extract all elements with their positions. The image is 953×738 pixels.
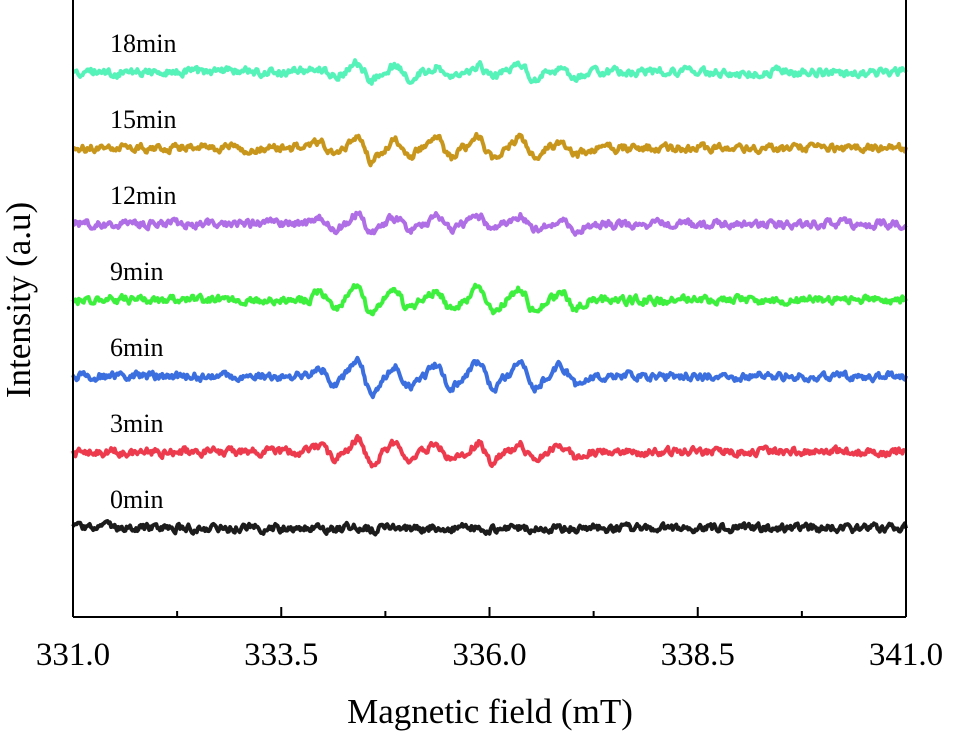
series-label-12min: 12min — [110, 181, 176, 210]
x-tick-label: 336.0 — [452, 637, 526, 673]
series-label-15min: 15min — [110, 105, 176, 134]
series-label-6min: 6min — [110, 333, 163, 362]
series-line-18min — [71, 58, 908, 86]
x-tick-label: 333.5 — [244, 637, 318, 673]
series-label-3min: 3min — [110, 409, 163, 438]
series-labels: 0min 3min 6min 9min 12min 15min 18min — [110, 29, 176, 514]
series-traces — [71, 58, 908, 537]
x-tick-label: 341.0 — [869, 637, 943, 673]
x-tick-label: 331.0 — [36, 637, 110, 673]
series-label-0min: 0min — [110, 485, 163, 514]
series-line-6min — [71, 355, 908, 400]
x-ticks: 331.0 333.5 336.0 338.5 341.0 — [36, 607, 943, 673]
x-axis-title: Magnetic field (mT) — [347, 692, 633, 731]
series-line-3min — [71, 433, 908, 469]
series-line-0min — [71, 519, 908, 537]
series-label-18min: 18min — [110, 29, 176, 58]
series-line-12min — [71, 210, 908, 237]
series-line-15min — [72, 131, 908, 168]
x-tick-label: 338.5 — [661, 637, 735, 673]
series-line-9min — [71, 282, 908, 317]
y-axis-title: Intensity (a.u) — [0, 202, 38, 398]
series-label-9min: 9min — [110, 257, 163, 286]
